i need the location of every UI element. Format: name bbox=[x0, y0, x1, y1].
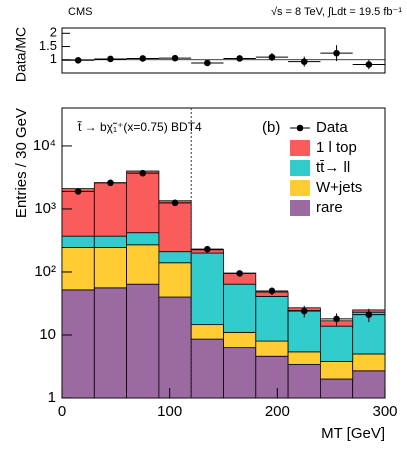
y-tick-label: 10² bbox=[34, 263, 56, 280]
y-tick-label: 2 bbox=[50, 25, 57, 40]
stack-segment bbox=[126, 170, 160, 234]
experiment: CMS bbox=[68, 6, 92, 18]
stack-segment bbox=[319, 361, 354, 380]
y-tick-label: 10³ bbox=[34, 200, 56, 217]
y-tick-label: 10 bbox=[39, 326, 56, 343]
stack-segment bbox=[190, 338, 224, 399]
y-axis-label: Data/MC bbox=[13, 27, 29, 82]
stack-segment bbox=[158, 251, 192, 264]
stack-segment bbox=[190, 252, 224, 326]
stack-segment bbox=[190, 324, 224, 340]
stack-segment bbox=[255, 295, 289, 342]
legend-swatch bbox=[290, 200, 310, 216]
ratio-point bbox=[365, 61, 373, 68]
stack-segment bbox=[319, 378, 354, 399]
legend-label: tt̄→ ll bbox=[316, 159, 350, 176]
y-tick-label: 1.5 bbox=[39, 38, 57, 53]
stack-segment bbox=[255, 340, 289, 357]
stack-segment bbox=[126, 244, 160, 285]
stack-segment bbox=[93, 247, 128, 289]
x-axis-label: MT [GeV] bbox=[321, 425, 385, 442]
data-point bbox=[204, 245, 211, 253]
ratio-point bbox=[204, 59, 211, 67]
data-point bbox=[333, 315, 340, 323]
data-point bbox=[300, 307, 308, 315]
annotation: t̃ → bχ̃₁⁺(x=0.75) BDT4 bbox=[77, 120, 202, 135]
stack-segment bbox=[255, 355, 289, 399]
ratio-point bbox=[333, 49, 340, 57]
stack-segment bbox=[352, 370, 386, 399]
stack-segment bbox=[126, 232, 160, 246]
y-axis-label: Entries / 30 GeV bbox=[13, 108, 30, 218]
stack-segment bbox=[287, 351, 321, 365]
legend-label: 1 l top bbox=[316, 139, 357, 156]
stack-segment bbox=[93, 287, 128, 399]
panel-label: (b) bbox=[262, 119, 280, 136]
stack-segment bbox=[61, 188, 95, 237]
legend-label: rare bbox=[316, 199, 343, 216]
data-point bbox=[139, 169, 147, 177]
legend-label: W+jets bbox=[316, 179, 362, 196]
y-tick-label: 1 bbox=[48, 389, 56, 406]
ratio-point bbox=[268, 53, 276, 61]
legend-swatch bbox=[290, 180, 310, 196]
ratio-point bbox=[171, 54, 179, 62]
stack-segment bbox=[93, 235, 128, 248]
x-tick-label: 100 bbox=[157, 403, 182, 420]
stack-segment bbox=[287, 364, 321, 399]
stack-segment bbox=[158, 262, 192, 298]
ratio-point bbox=[74, 56, 82, 64]
stack-segment bbox=[223, 331, 257, 349]
x-tick-label: 200 bbox=[265, 403, 290, 420]
y-tick-label: 10⁴ bbox=[33, 137, 56, 154]
stack-segment bbox=[61, 289, 95, 399]
stack-segment bbox=[352, 353, 386, 372]
ratio-frame bbox=[61, 27, 386, 74]
ratio-point bbox=[236, 55, 243, 62]
ratio-point bbox=[139, 55, 147, 62]
data-point bbox=[236, 270, 243, 277]
stack-segment bbox=[158, 296, 192, 399]
stack-segment bbox=[319, 325, 354, 362]
stack-segment bbox=[223, 347, 257, 399]
stack-segment bbox=[93, 182, 128, 237]
stack-segment bbox=[61, 235, 95, 248]
x-tick-label: 300 bbox=[372, 403, 397, 420]
conditions: √s = 8 TeV, ∫Ldt = 19.5 fb⁻¹ bbox=[271, 6, 402, 18]
ratio-point bbox=[300, 58, 308, 65]
legend-swatch bbox=[290, 140, 310, 156]
stack-segment bbox=[61, 247, 95, 291]
stack-segment bbox=[126, 283, 160, 399]
stack-segment bbox=[158, 200, 192, 253]
data-point bbox=[107, 179, 114, 187]
data-point bbox=[268, 287, 276, 295]
data-point bbox=[171, 199, 179, 207]
x-tick-label: 0 bbox=[58, 403, 66, 420]
y-tick-label: 1 bbox=[50, 51, 57, 66]
legend-swatch bbox=[290, 160, 310, 176]
stack-segment bbox=[223, 283, 257, 333]
legend-data-marker bbox=[296, 124, 304, 132]
data-point bbox=[365, 311, 373, 318]
data-point bbox=[74, 188, 82, 195]
ratio-point bbox=[107, 55, 114, 63]
legend-label: Data bbox=[316, 119, 348, 136]
